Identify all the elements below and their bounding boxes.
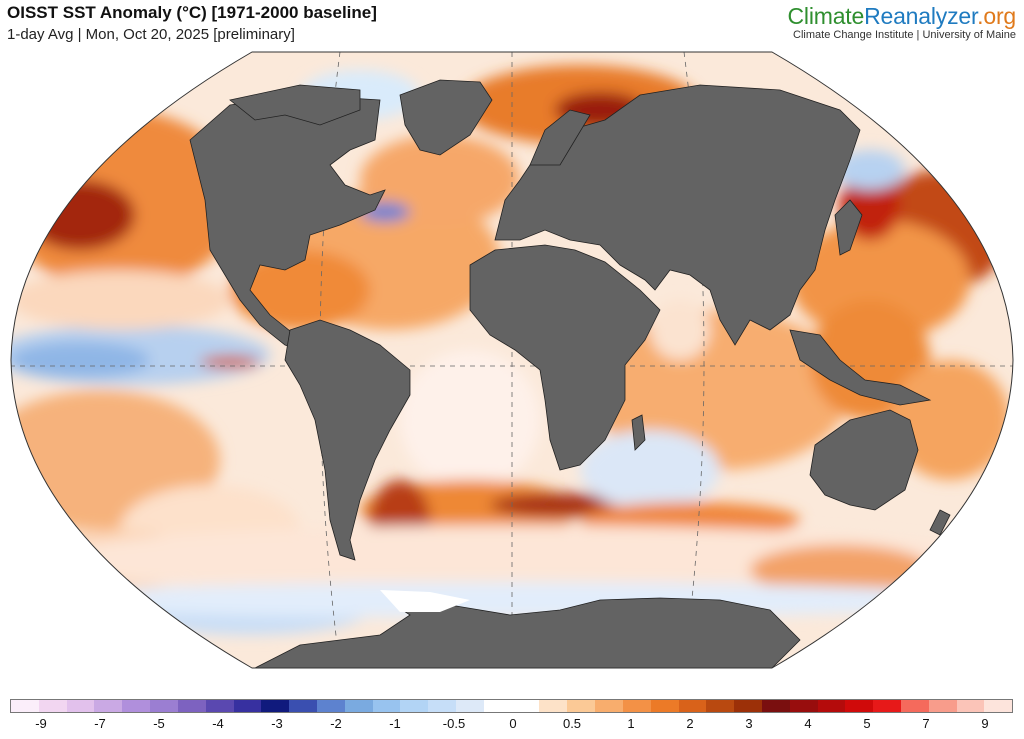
colorbar-swatch	[789, 700, 818, 712]
colorbar-tick-label: 3	[745, 716, 753, 731]
colorbar-swatch	[38, 700, 67, 712]
brand-tagline: Climate Change Institute | University of…	[793, 29, 1016, 41]
colorbar-tick-label: -0.5	[442, 716, 466, 731]
colorbar	[10, 699, 1013, 713]
colorbar-swatch	[539, 700, 568, 712]
brand-tld: .org	[977, 3, 1016, 29]
madagascar	[631, 414, 646, 451]
colorbar-swatch	[261, 700, 290, 712]
map-title: OISST SST Anomaly (°C) [1971-2000 baseli…	[7, 3, 377, 22]
colorbar-swatch	[595, 700, 623, 712]
colorbar-ticks: -9 -7 -5 -4 -3 -2 -1 -0.5 0 0.5 1 2 3 4 5 7 9	[0, 716, 1024, 736]
south-america	[284, 319, 411, 561]
north-america	[189, 94, 386, 351]
colorbar-swatch	[372, 700, 401, 712]
brand-logo-text[interactable]: ClimateReanalyzer.org	[787, 2, 1017, 30]
brand-block: ClimateReanalyzer.org Climate Change Ins…	[787, 2, 1017, 41]
greenland	[399, 79, 493, 156]
map-globe	[11, 52, 1013, 668]
colorbar-swatch	[984, 700, 1013, 712]
colorbar-swatch	[650, 700, 679, 712]
colorbar-swatch	[622, 700, 651, 712]
colorbar-tick-label: 0.5	[562, 716, 582, 731]
colorbar-swatch	[177, 700, 206, 712]
graticule	[11, 52, 1013, 668]
colorbar-swatch	[66, 700, 95, 712]
colorbar-swatch	[928, 700, 957, 712]
colorbar-swatch	[233, 700, 262, 712]
brand-climate: Climate	[787, 3, 865, 29]
colorbar-swatch	[289, 700, 317, 712]
colorbar-swatch	[205, 700, 234, 712]
colorbar-tick-label: 9	[981, 716, 989, 731]
colorbar-swatch	[344, 700, 373, 712]
colorbar-tick-label: 1	[627, 716, 635, 731]
colorbar-swatch	[483, 700, 512, 712]
antarctica	[254, 597, 801, 668]
colorbar-tick-label: -4	[212, 716, 224, 731]
colorbar-tick-label: -3	[271, 716, 283, 731]
colorbar-swatch	[94, 700, 123, 712]
brand-reanalyzer: Reanalyzer	[864, 3, 978, 29]
colorbar-swatch	[817, 700, 846, 712]
colorbar-swatch	[11, 700, 39, 712]
colorbar-swatch	[873, 700, 901, 712]
colorbar-tick-label: -1	[389, 716, 401, 731]
colorbar-swatch	[511, 700, 540, 712]
colorbar-tick-label: -7	[94, 716, 106, 731]
eurasia	[494, 84, 861, 346]
colorbar-swatch	[400, 700, 429, 712]
colorbar-swatch	[706, 700, 735, 712]
colorbar-swatch	[567, 700, 596, 712]
colorbar-tick-label: 2	[686, 716, 694, 731]
land	[189, 79, 951, 668]
colorbar-tick-label: 7	[922, 716, 930, 731]
colorbar-swatch	[122, 700, 151, 712]
africa	[469, 244, 661, 471]
colorbar-tick-label: -2	[330, 716, 342, 731]
canada-arctic	[229, 84, 361, 126]
colorbar-tick-label: -9	[35, 716, 47, 731]
antarctic-ice-shelf	[380, 590, 470, 612]
scandinavia	[529, 109, 591, 166]
colorbar-swatch	[316, 700, 345, 712]
colorbar-swatch	[956, 700, 985, 712]
colorbar-swatch	[678, 700, 707, 712]
map-subtitle: 1-day Avg | Mon, Oct 20, 2025 [prelimina…	[7, 26, 295, 43]
colorbar-swatch	[734, 700, 762, 712]
colorbar-tick-label: 0	[509, 716, 517, 731]
australia	[809, 409, 919, 511]
japan	[834, 199, 863, 256]
sea-islands	[789, 329, 932, 406]
colorbar-swatch	[456, 700, 484, 712]
colorbar-swatch	[761, 700, 790, 712]
colorbar-swatch	[428, 700, 456, 712]
colorbar-tick-label: -5	[153, 716, 165, 731]
colorbar-tick-label: 4	[804, 716, 812, 731]
colorbar-swatch	[150, 700, 178, 712]
colorbar-swatch	[901, 700, 929, 712]
colorbar-swatch	[845, 700, 874, 712]
colorbar-tick-label: 5	[863, 716, 871, 731]
globe-outline	[10, 51, 1014, 669]
